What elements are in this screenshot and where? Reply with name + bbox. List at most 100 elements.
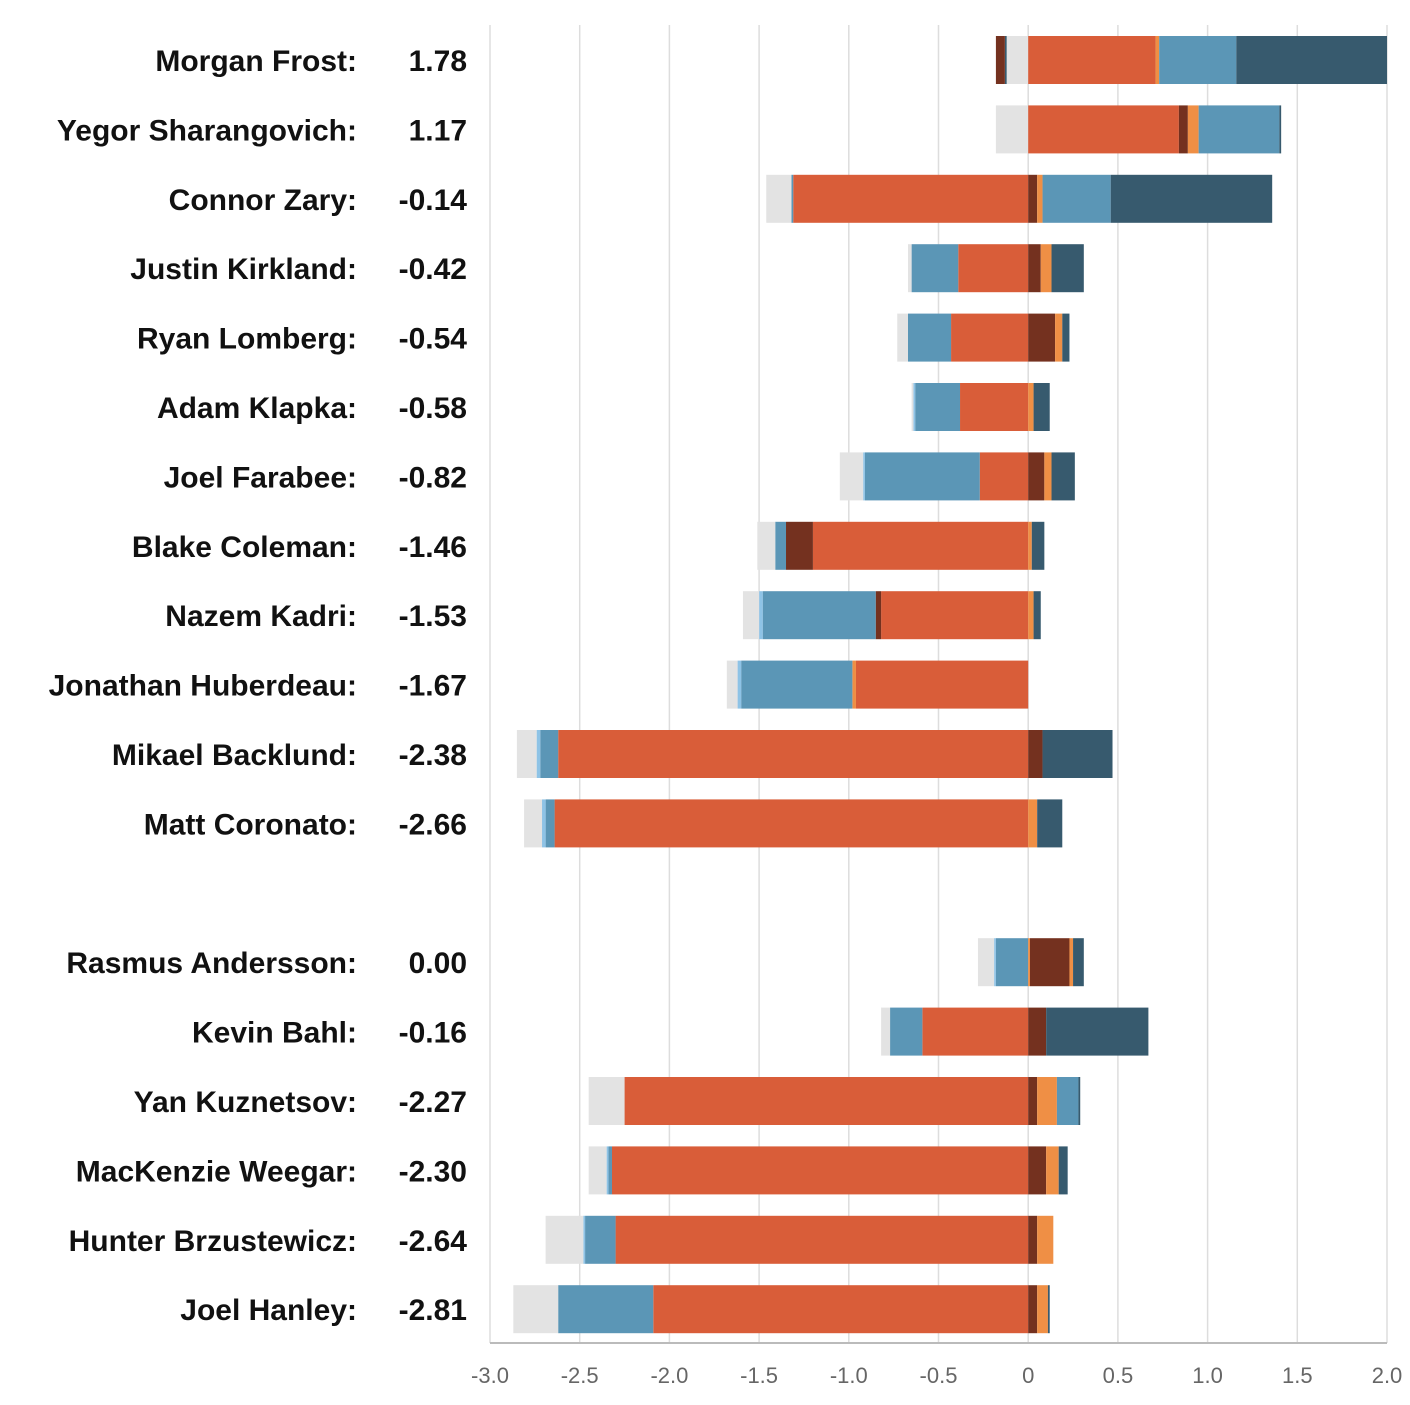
bar-segment-negative-red-orange: [653, 1285, 1029, 1334]
player-value-label: -0.42: [399, 253, 467, 286]
bar-segment-negative-red-orange: [554, 799, 1029, 848]
x-tick-label: -2.0: [650, 1363, 688, 1388]
bar-row: [516, 730, 1113, 778]
bar-row: [908, 244, 1084, 293]
bar-segment-positive-red-orange: [1028, 105, 1179, 154]
bar-segment-negative-light-gray: [726, 660, 738, 709]
bar-segment-positive-orange: [1037, 1215, 1054, 1264]
player-name-label: Morgan Frost:: [155, 45, 357, 78]
bar-segment-positive-brown: [1028, 1077, 1038, 1125]
bar-segment-negative-light-blue: [536, 730, 541, 778]
x-tick-label: 2.0: [1372, 1363, 1403, 1388]
bar-segment-positive-orange: [1040, 244, 1052, 293]
bar-segment-negative-brown: [995, 36, 1005, 84]
bar-segment-negative-red-orange: [611, 1146, 1029, 1195]
player-value-label: -2.38: [399, 739, 467, 772]
bar-row: [881, 1007, 1149, 1056]
player-name-label: Yegor Sharangovich:: [57, 114, 357, 147]
bar-row: [726, 660, 1029, 709]
bar-row: [588, 1077, 1081, 1125]
bar-segment-negative-steel-blue: [741, 660, 853, 709]
bar-segment-positive-brown: [1028, 174, 1038, 223]
bar-segment-positive-dark-slate: [1073, 938, 1084, 987]
player-name-label: MacKenzie Weegar:: [76, 1155, 357, 1188]
x-tick-label: 0.5: [1103, 1363, 1134, 1388]
bar-segment-positive-orange: [1187, 105, 1199, 154]
bar-segment-positive-dark-slate: [1110, 174, 1273, 223]
bar-segment-negative-light-blue: [542, 799, 546, 848]
player-name-label: Jonathan Huberdeau:: [49, 670, 357, 703]
x-tick-label: -1.0: [830, 1363, 868, 1388]
player-value-label: 1.78: [409, 45, 467, 78]
player-name-label: Nazem Kadri:: [165, 600, 357, 633]
player-value-label: -2.64: [399, 1225, 468, 1258]
bar-segment-negative-steel-blue: [791, 174, 794, 223]
bar-segment-negative-light-blue: [863, 452, 865, 501]
bar-segment-negative-steel-blue: [545, 799, 555, 848]
bar-segment-positive-brown: [1028, 1215, 1038, 1264]
bar-segment-positive-orange: [1055, 313, 1063, 362]
bar-segment-negative-light-blue: [737, 660, 742, 709]
player-name-label: Hunter Brzustewicz:: [69, 1225, 357, 1258]
player-value-label: -0.82: [399, 461, 467, 494]
x-tick-label: 0: [1022, 1363, 1034, 1388]
bar-segment-positive-brown: [1028, 1285, 1038, 1334]
bar-row: [545, 1215, 1054, 1264]
bar-segment-positive-dark-slate: [1051, 244, 1084, 293]
bar-layer: [513, 36, 1387, 1334]
bar-segment-negative-light-gray: [911, 383, 914, 431]
player-value-label: -2.66: [399, 808, 467, 841]
player-name-label: Mikael Backlund:: [112, 739, 357, 772]
player-value-label: -1.53: [399, 600, 467, 633]
bar-segment-negative-steel-blue: [585, 1215, 616, 1264]
bar-segment-negative-steel-blue: [540, 730, 559, 778]
x-tick-label: -2.5: [561, 1363, 599, 1388]
bar-segment-positive-red-orange: [1028, 36, 1156, 84]
player-value-label: -2.30: [399, 1155, 467, 1188]
player-name-label: Adam Klapka:: [157, 392, 357, 425]
bar-segment-positive-brown: [1029, 938, 1070, 987]
bar-segment-positive-orange: [1028, 521, 1032, 570]
player-name-label: Justin Kirkland:: [130, 253, 357, 286]
bar-segment-positive-brown: [1028, 452, 1045, 501]
bar-row: [524, 799, 1063, 848]
bar-segment-positive-steel-blue: [1198, 105, 1280, 154]
bar-row: [839, 452, 1075, 501]
bar-segment-positive-steel-blue: [1159, 36, 1237, 84]
bar-segment-positive-brown: [1028, 313, 1056, 362]
bar-segment-negative-light-gray: [516, 730, 537, 778]
bar-segment-negative-steel-blue: [908, 313, 952, 362]
player-name-label: Joel Hanley:: [180, 1294, 357, 1327]
bar-segment-negative-red-orange: [951, 313, 1029, 362]
bar-segment-positive-orange: [1037, 174, 1043, 223]
bar-segment-positive-orange: [1028, 938, 1030, 987]
bar-segment-positive-steel-blue: [1042, 174, 1111, 223]
player-value-label: -2.27: [399, 1086, 467, 1119]
bar-segment-negative-red-orange: [558, 730, 1029, 778]
bar-segment-negative-steel-blue: [775, 521, 787, 570]
bar-segment-negative-light-blue: [913, 383, 916, 431]
bar-segment-positive-orange: [1155, 36, 1160, 84]
bar-row: [977, 938, 1084, 987]
bar-segment-negative-light-gray: [513, 1285, 559, 1334]
bar-segment-negative-light-gray: [545, 1215, 584, 1264]
bar-segment-negative-steel-blue: [762, 591, 876, 640]
player-value-label: -0.54: [399, 323, 468, 356]
bar-segment-negative-light-gray: [881, 1007, 891, 1056]
bar-segment-positive-dark-slate: [1058, 1146, 1068, 1195]
bar-segment-negative-steel-blue: [890, 1007, 923, 1056]
bar-segment-negative-light-gray: [977, 938, 995, 987]
bar-segment-negative-red-orange: [812, 521, 1029, 570]
bar-segment-positive-dark-slate: [1078, 1077, 1081, 1125]
bar-row: [995, 105, 1282, 154]
bar-segment-negative-red-orange: [615, 1215, 1029, 1264]
bar-segment-negative-dark-slate: [1004, 36, 1007, 84]
bar-segment-negative-light-gray: [588, 1077, 625, 1125]
bar-row: [742, 591, 1041, 640]
bar-segment-positive-orange: [1069, 938, 1074, 987]
bar-segment-negative-light-gray: [524, 799, 543, 848]
bar-row: [757, 521, 1045, 570]
player-name-label: Matt Coronato:: [144, 808, 357, 841]
player-name-label: Ryan Lomberg:: [137, 323, 357, 356]
